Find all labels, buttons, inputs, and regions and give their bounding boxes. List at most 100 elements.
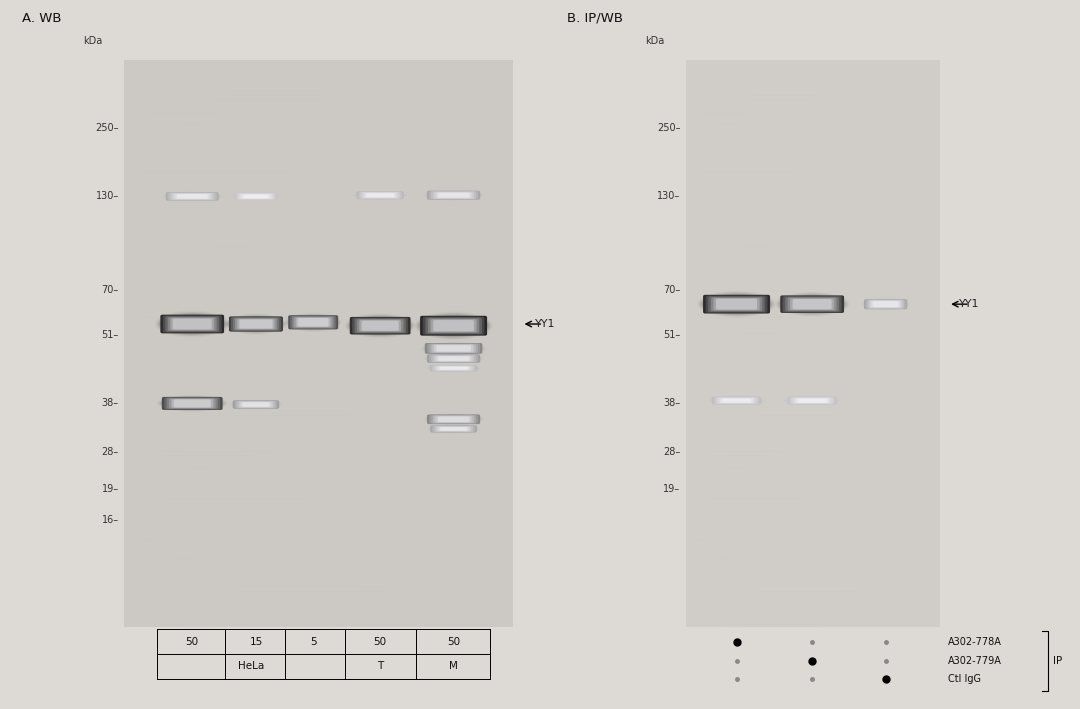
Ellipse shape [779, 294, 846, 314]
Text: A302-779A: A302-779A [948, 656, 1002, 666]
Text: kDa: kDa [83, 36, 103, 46]
FancyBboxPatch shape [866, 299, 905, 309]
Ellipse shape [778, 294, 847, 315]
FancyBboxPatch shape [429, 415, 478, 424]
Text: 5: 5 [310, 637, 316, 647]
FancyBboxPatch shape [238, 319, 274, 329]
FancyBboxPatch shape [434, 345, 473, 352]
FancyBboxPatch shape [361, 192, 400, 199]
Ellipse shape [426, 344, 482, 353]
Text: 250–: 250– [657, 123, 680, 133]
FancyBboxPatch shape [234, 193, 278, 200]
FancyBboxPatch shape [870, 301, 901, 308]
FancyBboxPatch shape [174, 399, 211, 408]
Bar [686, 60, 940, 627]
FancyBboxPatch shape [429, 191, 478, 199]
FancyBboxPatch shape [356, 191, 404, 199]
FancyBboxPatch shape [789, 397, 835, 404]
FancyBboxPatch shape [437, 367, 470, 370]
Ellipse shape [158, 313, 227, 335]
Ellipse shape [157, 312, 228, 336]
Ellipse shape [781, 296, 843, 312]
FancyBboxPatch shape [362, 320, 399, 331]
FancyBboxPatch shape [437, 193, 470, 198]
FancyBboxPatch shape [435, 356, 472, 362]
FancyBboxPatch shape [787, 298, 837, 311]
FancyBboxPatch shape [427, 354, 481, 363]
FancyBboxPatch shape [708, 296, 765, 312]
Ellipse shape [704, 296, 769, 313]
FancyBboxPatch shape [434, 366, 473, 371]
FancyBboxPatch shape [356, 319, 404, 333]
FancyBboxPatch shape [244, 194, 268, 199]
FancyBboxPatch shape [241, 402, 271, 407]
Ellipse shape [350, 317, 410, 335]
FancyBboxPatch shape [430, 365, 477, 372]
FancyBboxPatch shape [783, 296, 841, 312]
FancyBboxPatch shape [231, 317, 281, 331]
FancyBboxPatch shape [864, 299, 907, 309]
Text: YY1: YY1 [535, 319, 555, 329]
Ellipse shape [287, 314, 339, 330]
Text: 38–: 38– [663, 398, 680, 408]
FancyBboxPatch shape [716, 397, 757, 404]
FancyBboxPatch shape [360, 320, 401, 332]
Text: 51–: 51– [663, 330, 680, 340]
Text: IP: IP [1053, 656, 1063, 666]
FancyBboxPatch shape [427, 415, 481, 424]
FancyBboxPatch shape [294, 317, 333, 328]
FancyBboxPatch shape [172, 399, 213, 408]
Text: 50: 50 [186, 637, 199, 647]
FancyBboxPatch shape [242, 194, 270, 199]
Text: T: T [377, 661, 383, 671]
FancyBboxPatch shape [363, 192, 397, 198]
Ellipse shape [780, 296, 845, 313]
FancyBboxPatch shape [235, 318, 276, 330]
FancyBboxPatch shape [359, 191, 402, 199]
Text: 50: 50 [374, 637, 387, 647]
FancyBboxPatch shape [435, 192, 472, 199]
FancyBboxPatch shape [794, 398, 831, 403]
Ellipse shape [428, 415, 480, 423]
FancyBboxPatch shape [716, 298, 757, 310]
Ellipse shape [351, 318, 409, 334]
Text: YY1: YY1 [959, 299, 980, 309]
Ellipse shape [417, 313, 490, 338]
FancyBboxPatch shape [714, 397, 759, 404]
Ellipse shape [159, 313, 226, 335]
Text: A. WB: A. WB [22, 12, 62, 25]
FancyBboxPatch shape [441, 427, 467, 431]
Ellipse shape [418, 314, 489, 337]
FancyBboxPatch shape [350, 317, 410, 335]
FancyBboxPatch shape [237, 401, 275, 408]
FancyBboxPatch shape [868, 300, 903, 308]
Ellipse shape [228, 316, 284, 332]
FancyBboxPatch shape [233, 318, 279, 330]
Ellipse shape [426, 344, 482, 353]
FancyBboxPatch shape [160, 315, 225, 333]
FancyBboxPatch shape [433, 320, 474, 331]
Ellipse shape [160, 315, 225, 333]
FancyBboxPatch shape [430, 425, 477, 432]
FancyBboxPatch shape [234, 401, 278, 408]
Ellipse shape [348, 316, 413, 336]
Ellipse shape [420, 316, 487, 336]
FancyBboxPatch shape [163, 316, 221, 333]
FancyBboxPatch shape [867, 300, 904, 308]
Text: 70–: 70– [102, 285, 119, 295]
FancyBboxPatch shape [292, 316, 335, 328]
Ellipse shape [230, 317, 282, 331]
Ellipse shape [421, 316, 486, 335]
FancyBboxPatch shape [177, 194, 207, 199]
FancyBboxPatch shape [172, 194, 213, 199]
Text: kDa: kDa [645, 36, 664, 46]
Text: 50: 50 [447, 637, 460, 647]
Ellipse shape [228, 316, 284, 333]
FancyBboxPatch shape [798, 398, 826, 403]
FancyBboxPatch shape [167, 192, 217, 201]
FancyBboxPatch shape [354, 318, 406, 333]
FancyBboxPatch shape [164, 398, 220, 409]
Text: 38–: 38– [102, 398, 119, 408]
FancyBboxPatch shape [780, 296, 845, 313]
Bar [124, 60, 513, 627]
